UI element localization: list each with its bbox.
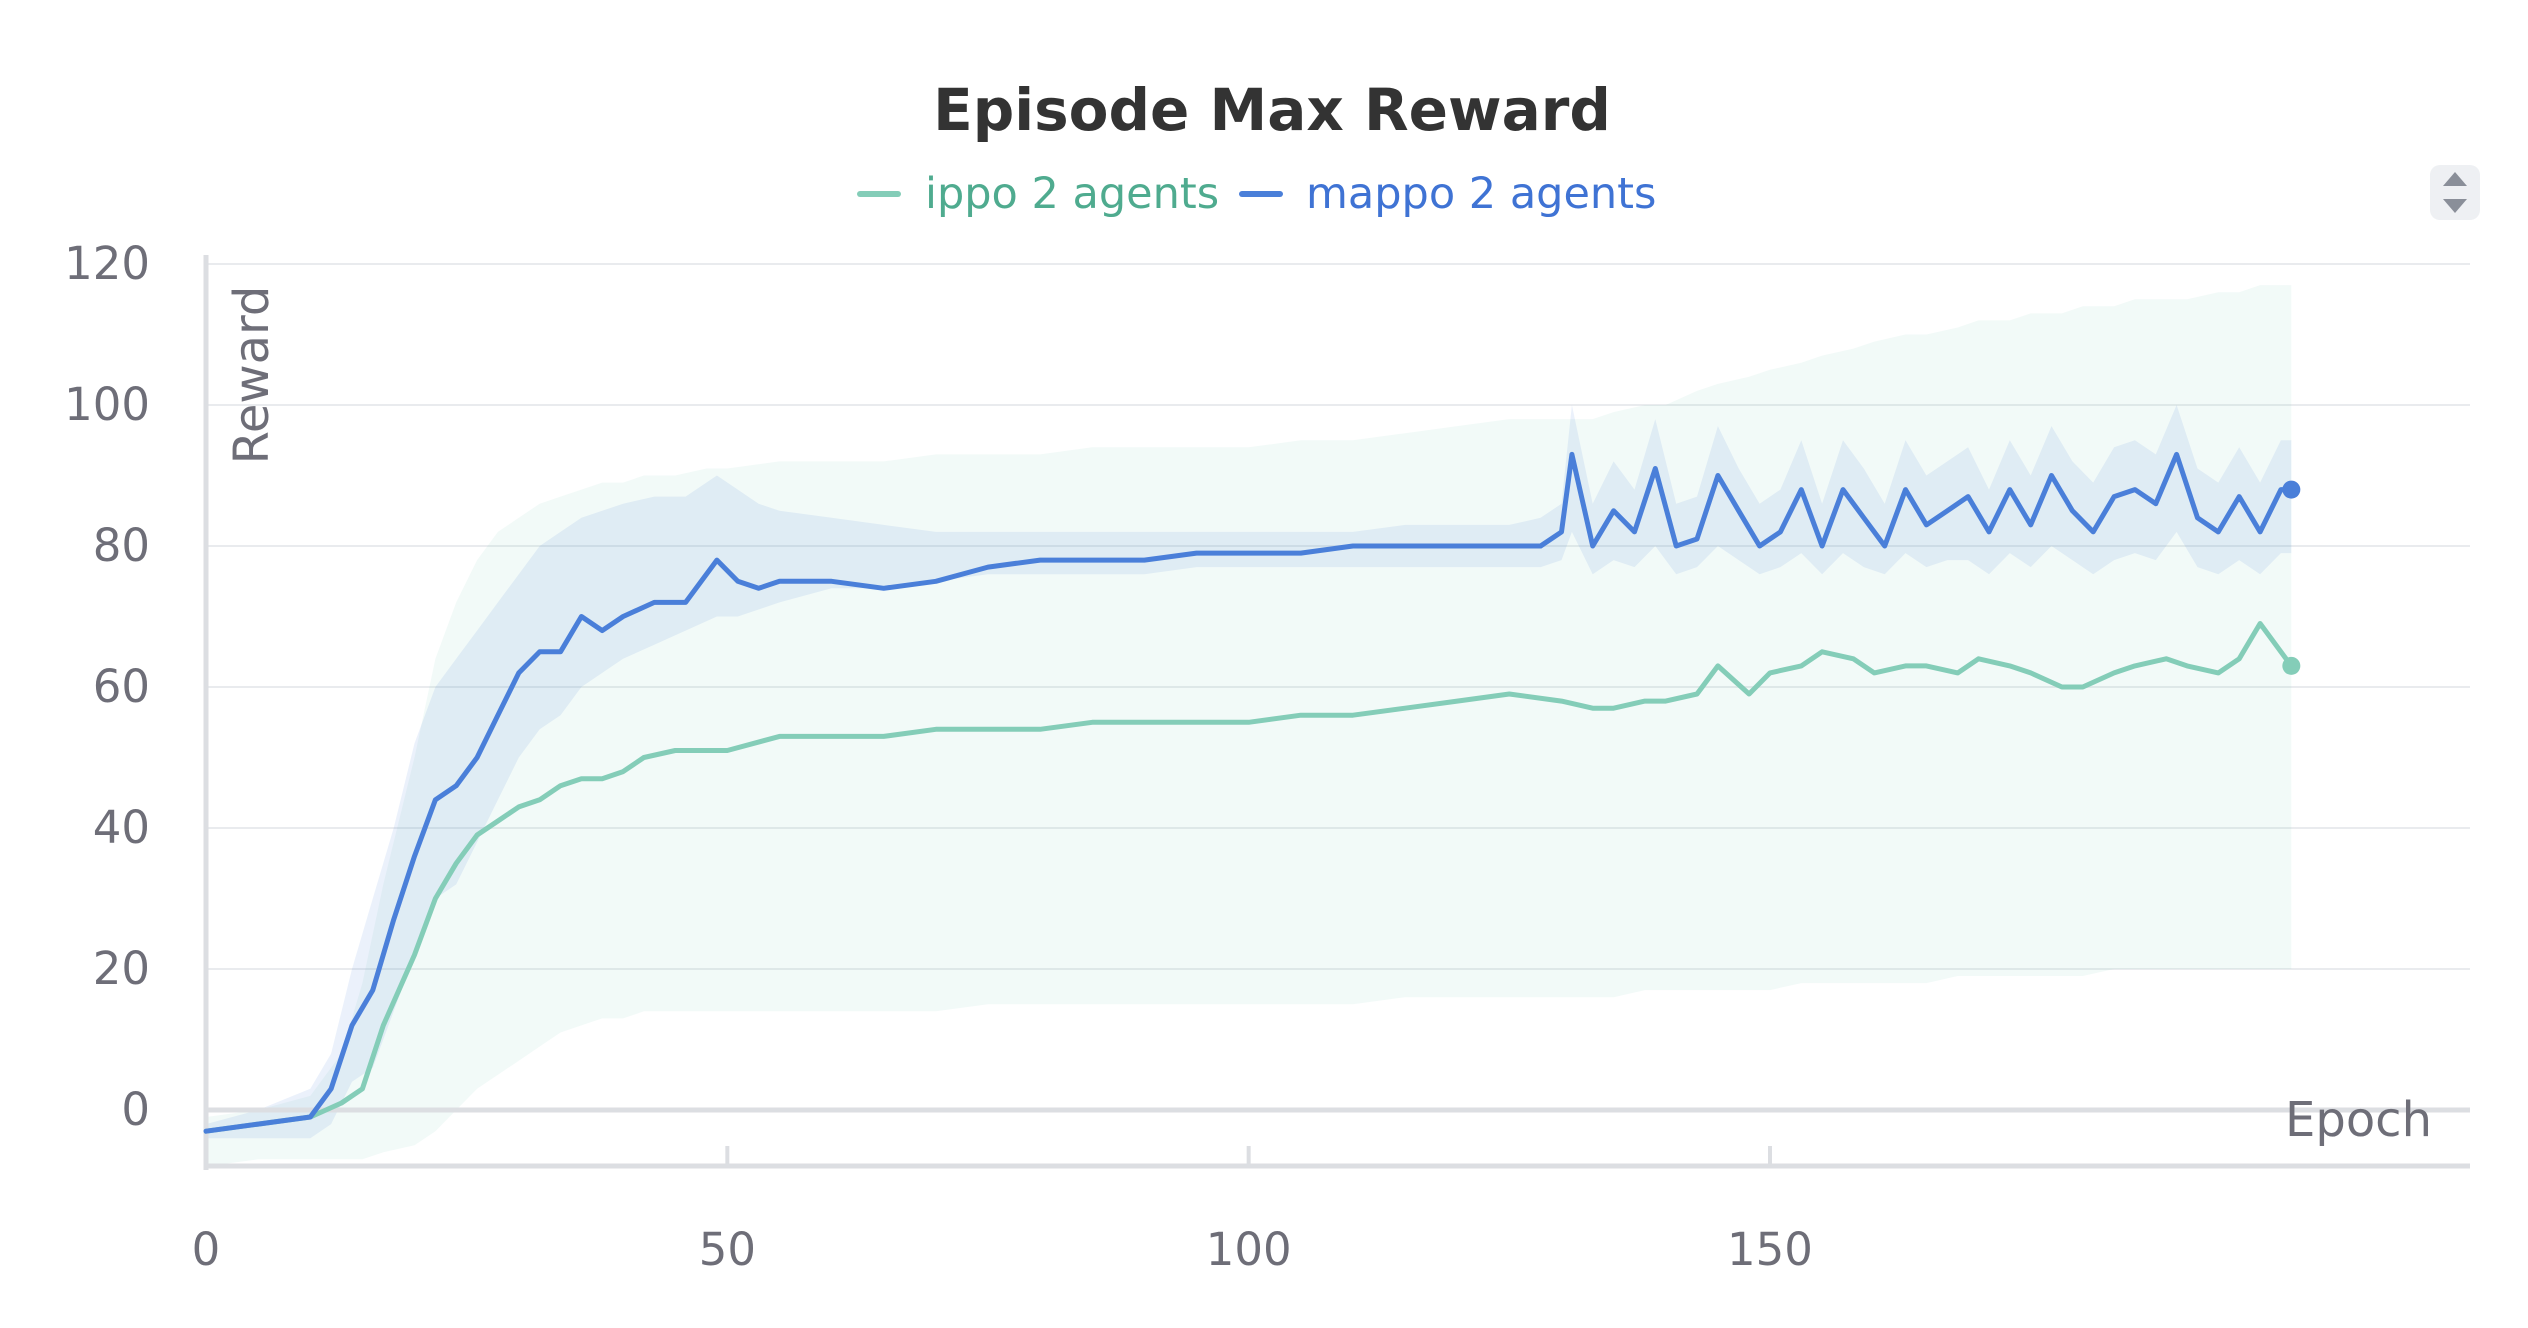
series-lines: [203, 451, 2301, 1134]
y-axis-title: Reward: [224, 286, 280, 465]
tick-labels: 0 20 40 60 80 100 120 0 50 100 150: [64, 237, 1813, 1276]
x-tick-label: 150: [1727, 1223, 1813, 1276]
axes: [203, 255, 2470, 1170]
y-tick-label: 40: [93, 801, 150, 854]
series-line-ippo[interactable]: [203, 621, 2294, 1134]
series-end-point-ippo[interactable]: [2282, 656, 2301, 675]
series-line-mappo[interactable]: [203, 451, 2294, 1134]
series-end-point-mappo[interactable]: [2282, 480, 2301, 499]
y-tick-label: 100: [64, 378, 150, 431]
gridlines: [206, 263, 2470, 970]
legend-item-mappo[interactable]: mappo 2 agents: [1239, 169, 1656, 219]
y-tick-label: 60: [93, 660, 150, 713]
x-tick-label: 100: [1206, 1223, 1292, 1276]
legend: ippo 2 agents mappo 2 agents: [857, 169, 1656, 219]
y-tick-label: 0: [121, 1083, 150, 1136]
legend-label-mappo: mappo 2 agents: [1306, 169, 1656, 219]
legend-scroll-icon[interactable]: [2430, 165, 2480, 220]
x-tick-label: 0: [192, 1223, 221, 1276]
legend-label-ippo: ippo 2 agents: [925, 169, 1219, 219]
legend-item-ippo[interactable]: ippo 2 agents: [857, 169, 1219, 219]
band-ippo: [206, 285, 2292, 1167]
y-tick-label: 20: [93, 942, 150, 995]
band-mappo: [206, 405, 2292, 1139]
y-tick-label: 80: [93, 519, 150, 572]
chart-title: Episode Max Reward: [933, 76, 1611, 144]
x-tick-label: 50: [699, 1223, 756, 1276]
y-tick-label: 120: [64, 237, 150, 290]
confidence-bands: [206, 285, 2292, 1167]
x-axis-title: Epoch: [2285, 1092, 2432, 1148]
